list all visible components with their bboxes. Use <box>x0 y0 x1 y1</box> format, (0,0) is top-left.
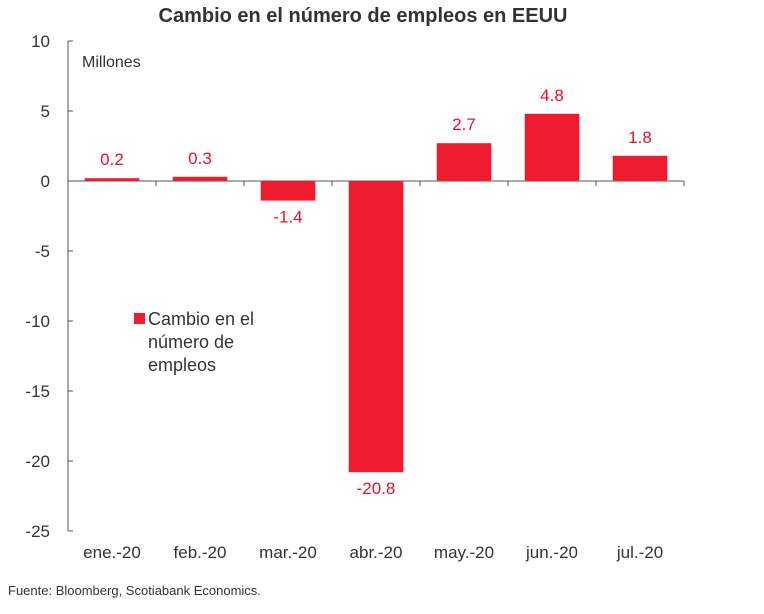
x-tick-label: ene.-20 <box>83 543 141 562</box>
data-label: 0.3 <box>188 149 212 168</box>
legend: Cambio en el número de empleos <box>134 309 254 375</box>
y-axis: 10 5 0 -5 -10 -15 -20 -25 <box>25 32 73 541</box>
y-tick-label: -25 <box>25 522 50 541</box>
y-tick-label: 10 <box>31 32 50 51</box>
x-tick-label: abr.-20 <box>350 543 403 562</box>
y-tick-label: -10 <box>25 312 50 331</box>
y-tick-label: -20 <box>25 452 50 471</box>
legend-label-line-2: número de <box>148 332 234 352</box>
y-tick-label: 0 <box>41 172 50 191</box>
x-tick-label: mar.-20 <box>259 543 317 562</box>
legend-swatch <box>134 313 145 324</box>
bar <box>172 176 228 181</box>
y-tick-label: -15 <box>25 382 50 401</box>
bar <box>260 181 316 201</box>
legend-label-line-3: empleos <box>148 355 216 375</box>
legend-label-line-1: Cambio en el <box>148 309 254 329</box>
bar <box>436 143 492 181</box>
source-note: Fuente: Bloomberg, Scotiabank Economics. <box>8 583 261 598</box>
x-tick-label: jul.-20 <box>616 543 663 562</box>
x-axis: ene.-20 feb.-20 mar.-20 abr.-20 may.-20 jun.-… <box>67 180 685 562</box>
x-tick-label: feb.-20 <box>174 543 227 562</box>
data-labels: 0.2 0.3 -1.4 -20.8 2.7 4.8 1.8 <box>100 86 652 498</box>
unit-label: Millones <box>82 54 141 71</box>
bar <box>524 113 580 181</box>
bars <box>84 113 668 473</box>
y-tick-label: 5 <box>41 102 50 121</box>
bar <box>612 155 668 181</box>
data-label: 4.8 <box>540 86 564 105</box>
bar <box>348 181 404 473</box>
data-label: 0.2 <box>100 150 124 169</box>
data-label: -1.4 <box>273 208 302 227</box>
data-label: 1.8 <box>628 128 652 147</box>
x-tick-label: may.-20 <box>434 543 494 562</box>
data-label: -20.8 <box>357 479 396 498</box>
y-tick-label: -5 <box>35 242 50 261</box>
chart-title: Cambio en el número de empleos en EEUU <box>159 5 568 27</box>
data-label: 2.7 <box>452 115 476 134</box>
bar <box>84 178 140 181</box>
x-tick-label: jun.-20 <box>525 543 578 562</box>
